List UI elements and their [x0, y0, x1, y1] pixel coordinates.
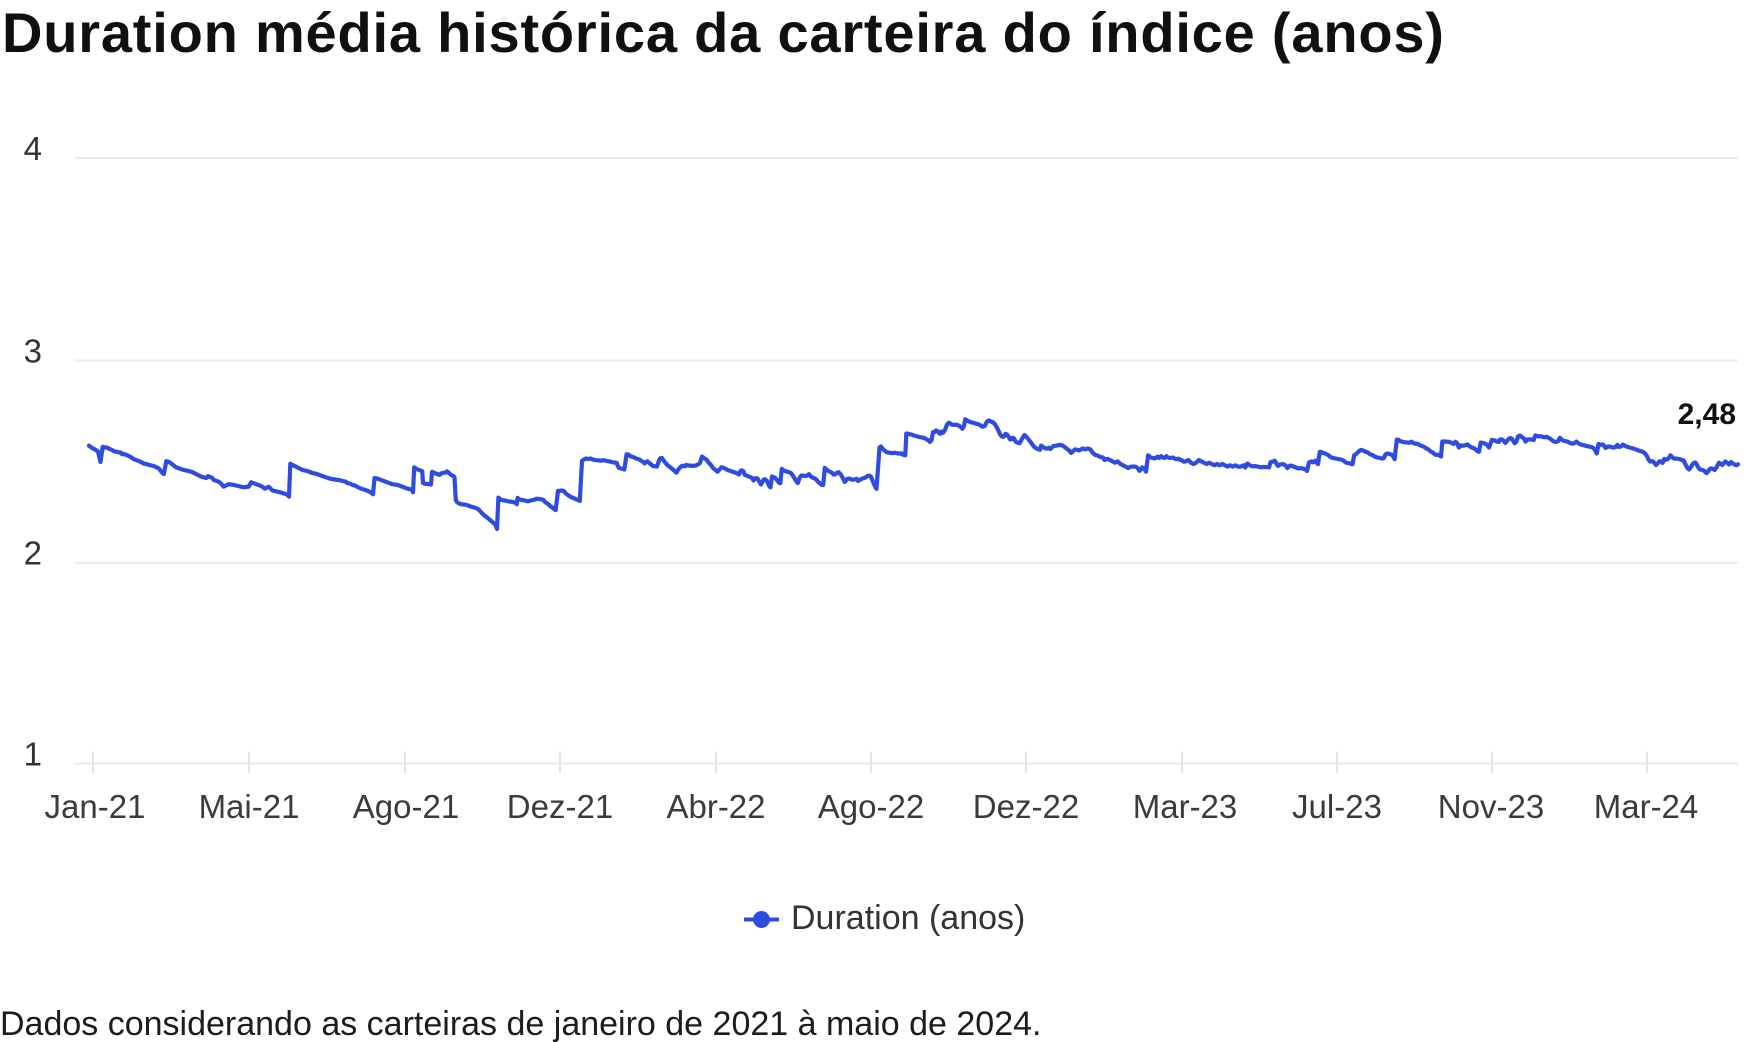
svg-text:Dez-21: Dez-21 [507, 788, 613, 825]
svg-text:2,48: 2,48 [1678, 398, 1736, 431]
svg-text:2: 2 [24, 535, 42, 572]
svg-text:Nov-23: Nov-23 [1438, 788, 1544, 825]
svg-text:Dados considerando as carteira: Dados considerando as carteiras de janei… [0, 1005, 1041, 1042]
svg-text:Mar-24: Mar-24 [1594, 788, 1699, 825]
svg-text:Mai-21: Mai-21 [199, 788, 300, 825]
svg-text:Duration média histórica da ca: Duration média histórica da carteira do … [2, 1, 1445, 64]
svg-text:3: 3 [24, 332, 42, 369]
svg-text:Mar-23: Mar-23 [1133, 788, 1238, 825]
svg-text:Jan-21: Jan-21 [45, 788, 146, 825]
svg-text:Duration (anos): Duration (anos) [791, 899, 1025, 937]
svg-text:1: 1 [24, 736, 42, 773]
svg-text:Dez-22: Dez-22 [973, 788, 1079, 825]
svg-text:Ago-21: Ago-21 [353, 788, 459, 825]
svg-text:Abr-22: Abr-22 [666, 788, 765, 825]
svg-text:4: 4 [24, 130, 42, 167]
svg-text:Jul-23: Jul-23 [1292, 788, 1382, 825]
svg-text:Ago-22: Ago-22 [818, 788, 924, 825]
